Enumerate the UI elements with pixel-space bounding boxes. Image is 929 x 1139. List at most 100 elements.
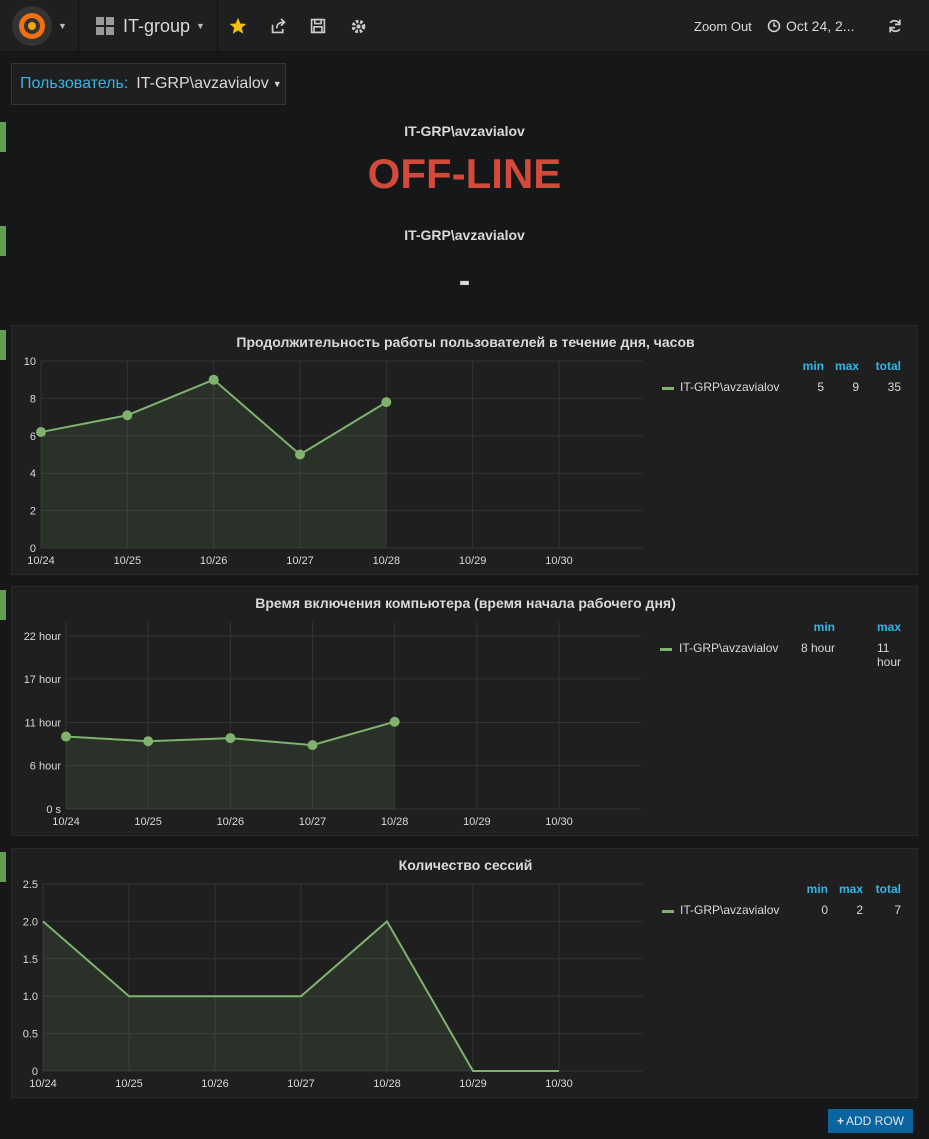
legend-value-min: 8 hour xyxy=(800,641,835,655)
legend-series-swatch[interactable] xyxy=(660,648,672,651)
save-icon[interactable] xyxy=(308,16,328,36)
legend-header-min[interactable]: min xyxy=(806,882,828,896)
x-tick-label: 10/27 xyxy=(286,555,314,567)
y-tick-label: 2 xyxy=(30,506,36,518)
legend-series-name[interactable]: IT-GRP\avzavialov xyxy=(680,903,780,917)
y-tick-label: 2.0 xyxy=(23,916,38,928)
legend-value-total: 7 xyxy=(894,903,901,917)
graph-panel-work-duration: Продолжительность работы пользователей в… xyxy=(11,325,918,575)
clock-icon xyxy=(767,19,781,33)
legend-series-swatch[interactable] xyxy=(662,387,674,390)
y-tick-label: 6 hour xyxy=(30,760,62,772)
y-tick-label: 0 xyxy=(30,543,36,555)
y-tick-label: 0 xyxy=(32,1066,38,1078)
panel-title[interactable]: Время включения компьютера (время начала… xyxy=(255,595,676,611)
x-tick-label: 10/27 xyxy=(287,1078,315,1090)
grafana-menu-button[interactable]: ▼ xyxy=(0,0,79,52)
x-tick-label: 10/25 xyxy=(134,816,162,828)
legend-series-name[interactable]: IT-GRP\avzavialov xyxy=(679,641,779,655)
x-tick-label: 10/25 xyxy=(115,1078,143,1090)
data-point xyxy=(143,736,154,747)
y-tick-label: 10 xyxy=(24,356,36,368)
legend-value-max: 2 xyxy=(856,903,863,917)
top-navbar: ▼ IT-group ▼ Zoom Out Oct 24, 2... xyxy=(0,0,929,52)
data-point xyxy=(61,731,71,742)
x-tick-label: 10/30 xyxy=(545,1078,573,1090)
stat-value: - xyxy=(458,262,471,300)
x-tick-label: 10/30 xyxy=(545,816,573,828)
legend-value-max: 9 xyxy=(852,380,859,394)
time-range-picker[interactable]: Oct 24, 2... xyxy=(767,18,854,34)
data-point xyxy=(36,427,46,438)
legend-value-max: 11 hour xyxy=(876,641,902,669)
row-collapse-handle[interactable] xyxy=(0,226,6,256)
x-tick-label: 10/27 xyxy=(299,816,327,828)
series-area xyxy=(41,379,387,548)
panel-title[interactable]: Продолжительность работы пользователей в… xyxy=(236,334,695,350)
time-range-label: Oct 24, 2... xyxy=(786,18,855,34)
stat-panel-title[interactable]: IT-GRP\avzavialov xyxy=(404,227,525,243)
y-tick-label: 0 s xyxy=(46,804,61,816)
x-tick-label: 10/24 xyxy=(27,555,55,567)
refresh-icon[interactable] xyxy=(885,16,905,36)
legend-value-min: 5 xyxy=(817,380,824,394)
chevron-down-icon: ▼ xyxy=(196,21,205,31)
x-tick-label: 10/26 xyxy=(200,555,228,567)
data-point xyxy=(208,374,219,385)
legend-header-min[interactable]: min xyxy=(813,620,835,634)
plus-icon: + xyxy=(836,1114,844,1128)
user-variable-selector[interactable]: Пользователь: IT-GRP\avzavialov ▼ xyxy=(11,63,286,105)
x-tick-label: 10/25 xyxy=(114,555,142,567)
chevron-down-icon: ▼ xyxy=(58,21,67,31)
x-tick-label: 10/24 xyxy=(52,816,80,828)
graph-panel-start-time: Время включения компьютера (время начала… xyxy=(11,586,918,836)
row-collapse-handle[interactable] xyxy=(0,852,6,882)
status-panel-title[interactable]: IT-GRP\avzavialov xyxy=(404,123,525,139)
row-collapse-handle[interactable] xyxy=(0,590,6,620)
legend-header-total[interactable]: total xyxy=(875,359,901,373)
chevron-down-icon: ▼ xyxy=(272,79,282,89)
x-tick-label: 10/24 xyxy=(29,1078,57,1090)
legend-header-min[interactable]: min xyxy=(802,359,824,373)
zoom-out-button[interactable]: Zoom Out xyxy=(694,19,752,34)
y-tick-label: 6 xyxy=(30,431,36,443)
y-tick-label: 11 hour xyxy=(25,718,62,730)
y-tick-label: 1.5 xyxy=(23,954,38,966)
gear-icon[interactable] xyxy=(348,16,368,36)
x-tick-label: 10/28 xyxy=(373,555,401,567)
y-tick-label: 0.5 xyxy=(23,1029,38,1041)
status-value: OFF-LINE xyxy=(367,150,562,197)
x-tick-label: 10/28 xyxy=(381,816,409,828)
x-tick-label: 10/28 xyxy=(373,1078,401,1090)
row-collapse-handle[interactable] xyxy=(0,122,6,152)
y-tick-label: 4 xyxy=(30,468,36,480)
grafana-logo-icon xyxy=(12,6,52,46)
row-collapse-handle[interactable] xyxy=(0,330,6,360)
x-tick-label: 10/30 xyxy=(545,555,573,567)
legend-series-name[interactable]: IT-GRP\avzavialov xyxy=(680,380,780,394)
data-point xyxy=(381,397,392,408)
legend-value-total: 35 xyxy=(887,380,901,394)
y-tick-label: 8 xyxy=(30,393,36,405)
legend-value-min: 0 xyxy=(821,903,828,917)
x-tick-label: 10/26 xyxy=(201,1078,229,1090)
x-tick-label: 10/29 xyxy=(459,555,487,567)
share-icon[interactable] xyxy=(268,16,288,36)
panel-title[interactable]: Количество сессий xyxy=(398,857,533,873)
add-row-button[interactable]: + ADD ROW xyxy=(828,1109,913,1133)
legend-series-swatch[interactable] xyxy=(662,910,674,913)
x-tick-label: 10/26 xyxy=(217,816,245,828)
data-point xyxy=(307,740,318,751)
dashboard-picker[interactable]: IT-group ▼ xyxy=(79,0,218,52)
x-tick-label: 10/29 xyxy=(463,816,491,828)
data-point xyxy=(389,716,400,727)
star-icon[interactable] xyxy=(228,16,248,36)
legend-header-total[interactable]: total xyxy=(875,882,901,896)
legend-header-max[interactable]: max xyxy=(834,359,859,373)
data-point xyxy=(225,733,236,744)
variable-value: IT-GRP\avzavialov xyxy=(136,75,269,92)
legend-header-max[interactable]: max xyxy=(838,882,863,896)
legend-header-max[interactable]: max xyxy=(876,620,901,634)
dashboard-title: IT-group xyxy=(123,15,191,36)
y-tick-label: 2.5 xyxy=(23,879,38,891)
